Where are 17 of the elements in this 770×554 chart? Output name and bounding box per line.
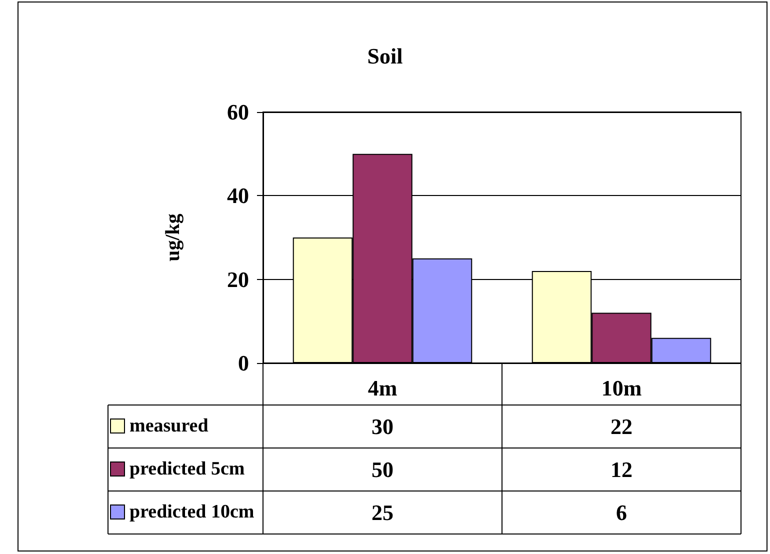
y-tick-label: 0 (238, 350, 249, 376)
x-tick-label: 4m (368, 376, 398, 400)
y-tick-label: 60 (227, 100, 249, 124)
data-label: 22 (610, 414, 632, 439)
data-label: 30 (372, 414, 394, 439)
y-tick-label: 20 (227, 266, 249, 292)
legend-label: predicted 10cm (130, 502, 254, 522)
chart-title: Soil (367, 44, 403, 68)
x-tick-label: 10m (601, 376, 642, 400)
data-label: 12 (610, 457, 632, 482)
y-axis-title: ug/kg (162, 214, 184, 262)
data-label: 50 (372, 457, 394, 482)
data-label: 6 (616, 500, 627, 525)
y-tick-label: 40 (227, 183, 249, 208)
legend-label: measured (130, 416, 209, 436)
legend-label: predicted 5cm (130, 458, 245, 480)
data-label: 25 (372, 500, 394, 525)
